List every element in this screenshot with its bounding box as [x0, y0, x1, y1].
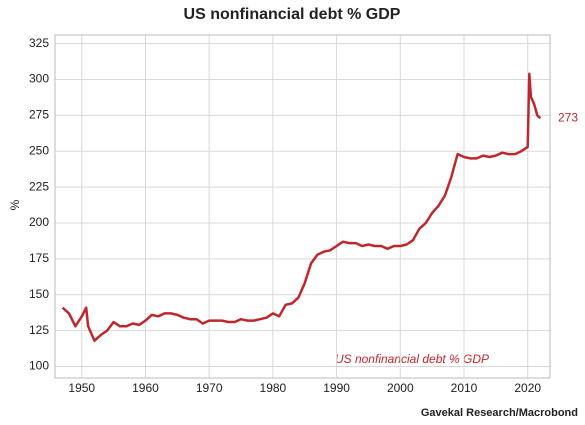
x-tick-label: 2020: [514, 381, 541, 395]
y-axis-label: %: [8, 199, 22, 210]
y-tick-label: 300: [29, 72, 49, 86]
x-tick-label: 1980: [260, 381, 287, 395]
y-tick-label: 250: [29, 143, 49, 157]
chart-title: US nonfinancial debt % GDP: [184, 6, 401, 23]
y-tick-label: 100: [29, 359, 49, 373]
y-tick-label: 125: [29, 323, 49, 337]
x-tick-label: 2000: [387, 381, 414, 395]
data-line: [61, 72, 542, 342]
series-annotation: US nonfinancial debt % GDP: [335, 352, 489, 366]
source: Gavekal Research/Macrobond: [421, 407, 578, 419]
y-tick-label: 225: [29, 179, 49, 193]
x-tick-label: 1990: [323, 381, 350, 395]
x-tick-label: 2010: [451, 381, 478, 395]
y-tick-label: 175: [29, 251, 49, 265]
plot-frame: [54, 34, 551, 379]
y-tick-label: 200: [29, 215, 49, 229]
y-tick-label: 150: [29, 287, 49, 301]
y-tick-label: 325: [29, 36, 49, 50]
x-tick-label: 1950: [68, 381, 95, 395]
x-tick-label: 1970: [196, 381, 223, 395]
y-tick-label: 275: [29, 108, 49, 122]
x-tick-label: 1960: [132, 381, 159, 395]
end-value-label: 273: [558, 110, 578, 124]
